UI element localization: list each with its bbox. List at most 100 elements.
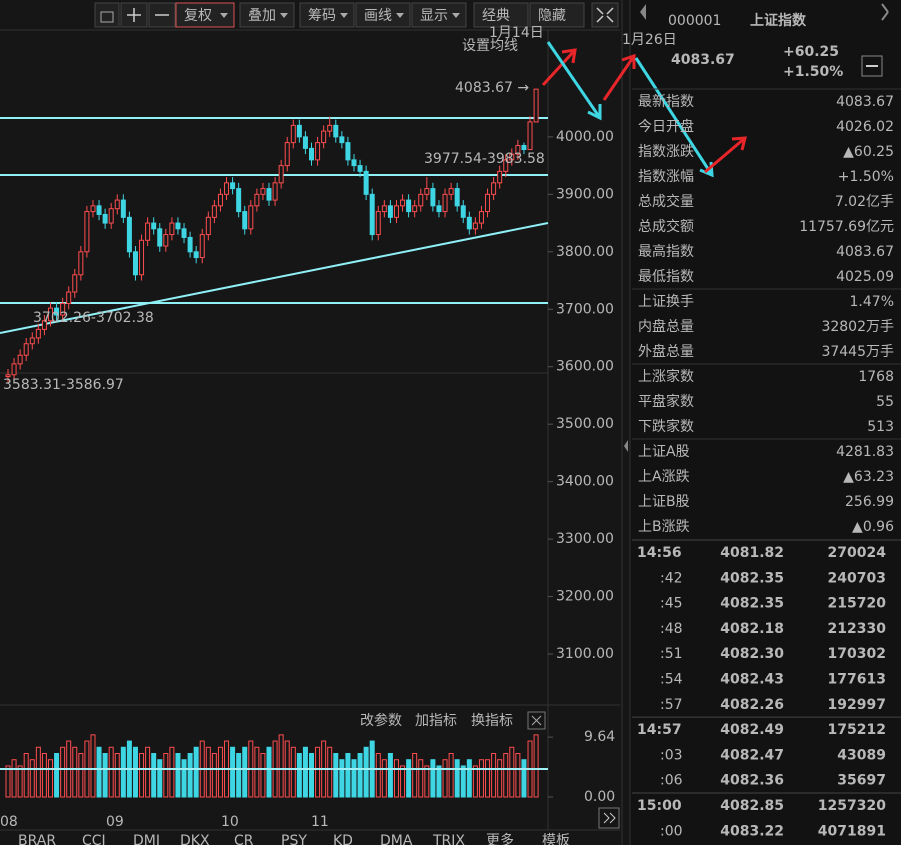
volume-bar — [41, 753, 47, 798]
volume-bar — [345, 753, 351, 798]
indicator-tab[interactable]: DMI — [133, 833, 160, 845]
tick-volume: 4071891 — [818, 823, 886, 839]
indicator-tab[interactable]: BRAR — [18, 833, 56, 845]
volume-bar — [236, 753, 242, 798]
plus-icon — [127, 8, 141, 22]
indicator-tab[interactable]: DMA — [380, 833, 413, 845]
volume-bar — [521, 759, 527, 798]
indicator-button[interactable]: 加指标 — [415, 713, 457, 729]
candle-body — [169, 222, 175, 236]
volume-bar — [108, 746, 114, 798]
indicator-tab[interactable]: KD — [333, 833, 353, 845]
stock-code: 000001 — [668, 13, 721, 29]
volume-bar — [35, 746, 41, 798]
volume-tick-label: 9.64 — [584, 729, 615, 745]
tick-volume: 270024 — [828, 545, 887, 561]
toolbar-label: 筹码 — [308, 7, 336, 24]
volume-bar — [266, 746, 272, 798]
volume-bar — [393, 759, 399, 798]
collapse-button[interactable] — [861, 55, 883, 77]
volume-bar — [29, 759, 35, 798]
volume-bar — [381, 759, 387, 798]
fullscreen-button[interactable] — [591, 2, 619, 28]
indicator-tab[interactable]: DKX — [180, 833, 210, 845]
tick-price: 4082.85 — [720, 798, 784, 814]
stat-value: 4281.83 — [836, 444, 894, 460]
volume-bar — [72, 746, 78, 798]
candle-body — [35, 328, 41, 339]
toolbar-button[interactable] — [473, 2, 529, 28]
indicator-button[interactable]: 换指标 — [471, 712, 513, 729]
tick-price: 4082.26 — [720, 697, 784, 713]
y-tick-label: 3600.00 — [556, 359, 614, 375]
stat-label: 内盘总量 — [638, 318, 694, 335]
candle-body — [387, 205, 393, 218]
price-change: +60.25 — [783, 44, 839, 60]
candle-body — [181, 228, 187, 238]
indicator-tab[interactable]: 模板 — [542, 833, 570, 845]
stat-value: 1.47% — [850, 294, 894, 310]
x-tick-label: 08 — [0, 814, 18, 830]
volume-bar — [315, 746, 321, 798]
candle-body — [296, 124, 302, 138]
dropdown-icon — [396, 13, 404, 18]
more-tabs[interactable] — [598, 807, 620, 829]
candle-body — [290, 124, 296, 144]
candle-body — [339, 136, 345, 144]
next-button[interactable] — [881, 3, 889, 21]
indicator-tab[interactable]: CCI — [82, 833, 106, 845]
candle-body — [108, 208, 114, 224]
indicator-tab[interactable]: PSY — [281, 833, 307, 845]
tick-time: :48 — [660, 621, 683, 637]
lock-icon — [100, 11, 114, 23]
close-icon — [531, 715, 542, 726]
volume-bar — [260, 753, 266, 798]
stat-label: 总成交额 — [638, 218, 694, 235]
y-tick-label: 3900.00 — [556, 186, 614, 202]
candle-body — [393, 205, 399, 218]
volume-bar — [460, 765, 466, 798]
candle-body — [47, 307, 53, 322]
volume-bar — [230, 746, 236, 798]
candle-body — [321, 130, 327, 144]
toolbar-button[interactable] — [529, 2, 585, 28]
volume-bar — [333, 753, 339, 798]
zoom-out-button[interactable] — [148, 2, 176, 28]
indicator-button[interactable]: 改参数 — [360, 712, 402, 729]
ma-setting[interactable]: 设置均线 — [462, 38, 518, 54]
collapse-toggle[interactable] — [624, 440, 628, 452]
stat-value: ▲63.23 — [843, 469, 894, 485]
indicator-tab[interactable]: CR — [234, 833, 254, 845]
close-indicator[interactable] — [527, 711, 546, 730]
dropdown-icon — [340, 13, 348, 18]
candle-body — [448, 188, 454, 195]
candle-body — [11, 363, 17, 376]
volume-bar — [145, 746, 151, 798]
stock-name: 上证指数 — [750, 12, 807, 29]
y-tick-label: 3800.00 — [556, 244, 614, 260]
volume-bar — [363, 746, 369, 798]
tick-time: :03 — [660, 747, 683, 763]
tick-volume: 240703 — [828, 570, 886, 586]
toolbar-label: 复权 — [184, 7, 212, 24]
volume-bar — [339, 759, 345, 798]
stat-value: 4025.09 — [836, 269, 894, 285]
volume-bar — [47, 759, 53, 798]
tick-price: 4082.30 — [720, 646, 784, 662]
candle-body — [248, 205, 254, 230]
prev-button[interactable] — [640, 4, 646, 20]
candle-body — [163, 234, 169, 247]
tick-time: :06 — [660, 773, 683, 789]
y-tick-label: 3700.00 — [556, 301, 614, 317]
volume-bar — [485, 759, 491, 798]
candle-body — [224, 182, 230, 195]
indicator-tab[interactable]: 更多 — [486, 832, 514, 845]
candle-body — [126, 216, 132, 253]
volume-bar — [478, 759, 484, 798]
y-tick-label: 3400.00 — [556, 474, 614, 490]
volume-bar — [217, 746, 223, 798]
overlay-date: 1月26日 — [622, 32, 677, 48]
candle-body — [217, 193, 223, 207]
lock-button[interactable] — [94, 2, 120, 28]
indicator-tab[interactable]: TRIX — [432, 833, 465, 845]
